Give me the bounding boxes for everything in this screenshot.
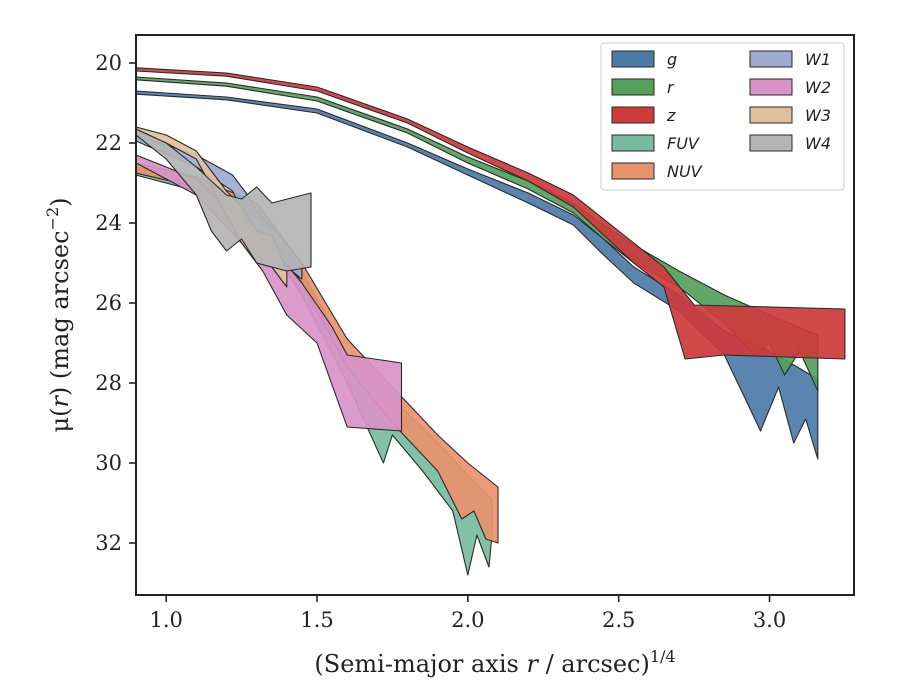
legend-label-w2: W2 xyxy=(805,78,831,97)
legend-swatch-r xyxy=(611,78,655,96)
y-tick-label: 26 xyxy=(95,291,122,315)
x-axis: 1.0 1.5 2.0 2.5 3.0 xyxy=(149,595,786,632)
x-tick-label: 2.5 xyxy=(602,608,635,632)
legend-label-fuv: FUV xyxy=(667,134,700,153)
y-tick-label: 22 xyxy=(95,131,122,155)
x-tick-label: 1.0 xyxy=(149,608,182,632)
y-tick-label: 24 xyxy=(95,211,122,235)
legend: grz FUV NUV W1 W2 W3 W4 xyxy=(600,42,845,191)
legend-label-z: z xyxy=(666,106,676,125)
legend-swatch-w4 xyxy=(749,134,793,152)
y-tick-label: 30 xyxy=(95,451,122,475)
legend-swatch-w1 xyxy=(749,50,793,68)
y-tick-label: 20 xyxy=(95,51,122,75)
legend-label-g: g xyxy=(667,50,677,69)
legend-label-w4: W4 xyxy=(805,134,831,153)
x-axis-label: (Semi-major axis r / arcsec)1/4 xyxy=(314,647,675,678)
y-tick-label: 28 xyxy=(95,371,122,395)
legend-label-w1: W1 xyxy=(805,50,831,69)
legend-swatch-nuv xyxy=(611,162,655,180)
y-axis-label: μ(r) (mag arcsec−2) xyxy=(43,197,74,432)
legend-swatch-w2 xyxy=(749,78,793,96)
legend-swatch-fuv xyxy=(611,134,655,152)
band-fuv xyxy=(136,166,493,576)
y-axis: 20 22 24 26 28 30 32 xyxy=(95,51,136,555)
legend-swatch-g xyxy=(611,50,655,68)
band-layer xyxy=(136,67,846,576)
band-w2 xyxy=(136,154,403,432)
plot-frame xyxy=(135,34,855,596)
y-tick-label: 32 xyxy=(95,531,122,555)
band-g xyxy=(136,90,819,460)
legend-label-w3: W3 xyxy=(805,106,831,125)
x-tick-label: 3.0 xyxy=(753,608,786,632)
band-r xyxy=(136,76,819,392)
band-z xyxy=(136,67,846,360)
x-tick-label: 1.5 xyxy=(300,608,333,632)
band-w4 xyxy=(136,128,312,272)
legend-swatch-z xyxy=(611,106,655,124)
legend-label-r: r xyxy=(667,78,675,97)
x-tick-label: 2.0 xyxy=(451,608,484,632)
legend-swatch-w3 xyxy=(749,106,793,124)
legend-label-nuv: NUV xyxy=(667,162,703,181)
